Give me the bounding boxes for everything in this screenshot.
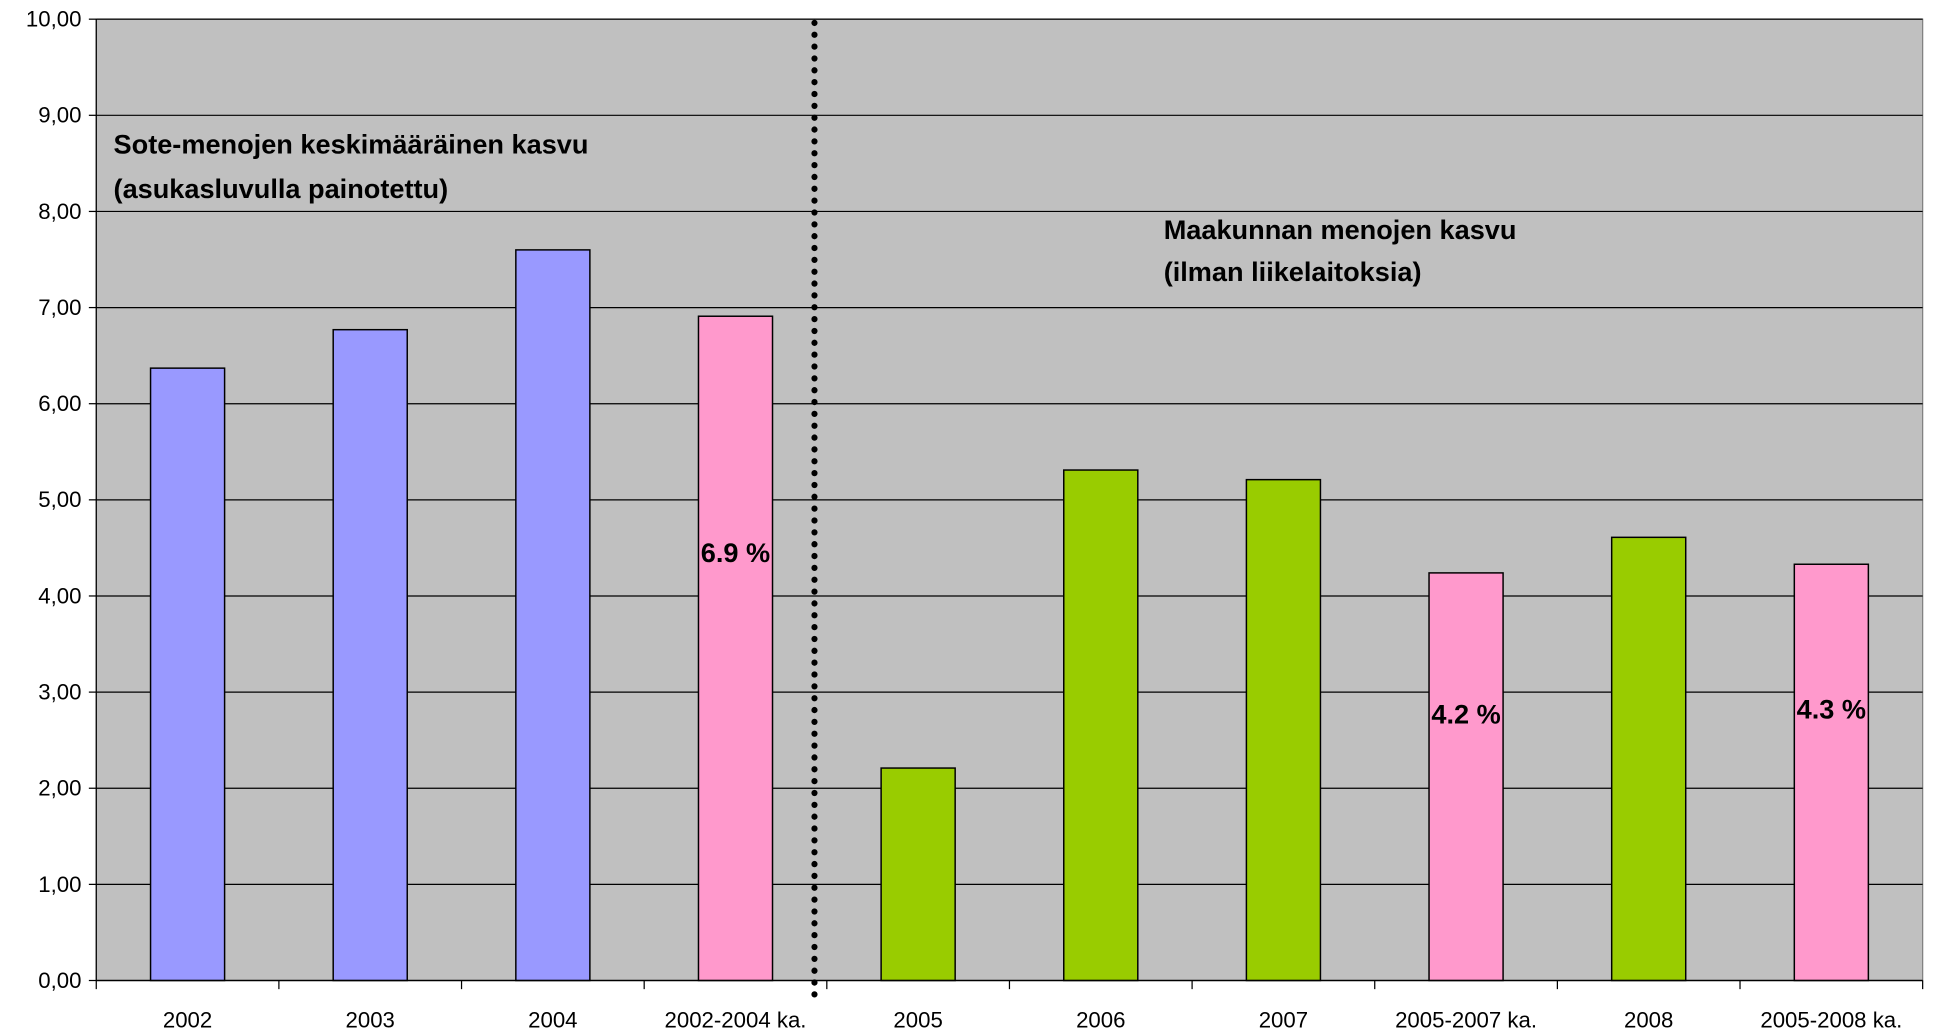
bars	[149, 249, 1870, 982]
bar	[880, 767, 956, 982]
x-tick-label: 2005	[893, 1007, 942, 1032]
y-tick-label: 10,00	[26, 7, 82, 32]
annotation: (ilman liikelaitoksia)	[1164, 256, 1422, 287]
x-tick-label: 2003	[346, 1007, 395, 1032]
data-label: 6.9 %	[701, 537, 770, 568]
data-label: 4.2 %	[1431, 699, 1500, 730]
data-label: 4.3 %	[1797, 693, 1866, 724]
x-tick-label: 2005-2007 ka.	[1395, 1007, 1537, 1032]
annotation: Maakunnan menojen kasvu	[1164, 214, 1517, 245]
bar	[332, 328, 408, 982]
y-tick-label: 1,00	[38, 872, 81, 897]
x-tick-label: 2004	[528, 1007, 577, 1032]
y-tick-label: 6,00	[38, 391, 81, 416]
y-tick-label: 9,00	[38, 103, 81, 128]
bar	[149, 367, 226, 982]
y-tick-label: 8,00	[38, 199, 81, 224]
x-tick-label: 2006	[1076, 1007, 1125, 1032]
x-tick-label: 2008	[1624, 1007, 1673, 1032]
y-tick-label: 4,00	[38, 583, 81, 608]
bar	[1793, 563, 1870, 982]
bar	[515, 249, 591, 982]
bar	[1063, 469, 1139, 982]
bar	[1245, 478, 1322, 982]
x-tick-label: 2002	[163, 1007, 212, 1032]
bar	[1428, 572, 1504, 982]
annotation: Sote-menojen keskimääräinen kasvu	[114, 129, 589, 160]
y-tick-label: 2,00	[38, 776, 81, 801]
x-tick-label: 2005-2008 ka.	[1760, 1007, 1902, 1032]
x-tick-label: 2002-2004 ka.	[665, 1007, 807, 1032]
y-tick-label: 5,00	[38, 487, 81, 512]
bar	[697, 315, 774, 982]
y-tick-label: 7,00	[38, 295, 81, 320]
y-tick-label: 0,00	[38, 968, 81, 993]
x-tick-label: 2007	[1259, 1007, 1308, 1032]
y-tick-label: 3,00	[38, 680, 81, 705]
annotation: (asukasluvulla painotettu)	[114, 173, 449, 204]
bar	[1610, 536, 1687, 982]
